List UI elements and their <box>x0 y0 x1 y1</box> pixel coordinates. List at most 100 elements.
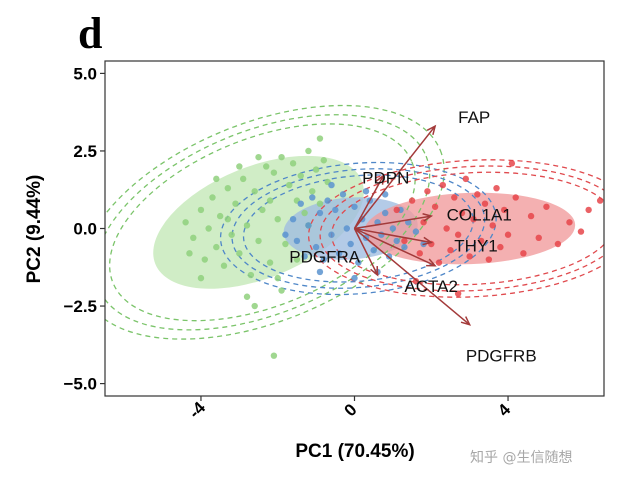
blue-confidence-ellipse-3 <box>219 161 497 296</box>
green-data-point <box>201 256 208 263</box>
y-tick-label: 5.0 <box>73 64 97 83</box>
green-data-point <box>320 157 327 164</box>
red-data-point <box>451 194 458 201</box>
blue-data-point <box>343 225 351 232</box>
blue-data-point <box>351 274 358 282</box>
loading-arrow-pdgfrb <box>354 227 471 326</box>
red-data-point <box>535 234 542 242</box>
green-data-point <box>316 135 324 142</box>
blue-confidence-ellipse-2 <box>231 168 486 289</box>
red-data-point <box>520 250 527 257</box>
blue-data-point <box>389 225 397 232</box>
x-axis-title: PC1 (70.45%) <box>295 441 414 462</box>
loading-arrowhead-pdgfra <box>370 266 379 277</box>
point-layer <box>182 135 604 359</box>
green-data-point <box>255 153 262 161</box>
x-tick-label: 4 <box>494 400 515 421</box>
green-data-point <box>309 188 316 195</box>
green-data-point <box>209 194 216 201</box>
green-data-point <box>213 243 220 251</box>
red-data-point <box>474 191 481 198</box>
loading-arrow-thy1 <box>354 227 432 244</box>
red-data-point <box>408 197 416 204</box>
blue-data-point <box>320 256 327 263</box>
red-data-point <box>470 215 477 223</box>
blue-data-point <box>382 209 389 217</box>
red-data-point <box>393 206 400 214</box>
loading-label-col1a1: COL1A1 <box>447 206 512 225</box>
red-data-point <box>554 240 562 248</box>
red-data-point <box>443 225 450 232</box>
red-data-point <box>596 197 604 204</box>
blue-data-point <box>316 268 324 276</box>
green-data-point <box>224 215 232 223</box>
blue-data-point <box>301 253 308 260</box>
plot-area <box>105 104 604 359</box>
blue-data-point <box>362 188 370 195</box>
red-data-point <box>462 175 470 183</box>
y-tick-label: 2.5 <box>73 142 97 161</box>
red-data-point <box>493 184 500 192</box>
red-data-point <box>447 247 454 254</box>
blue-data-point <box>305 222 312 229</box>
red-data-point <box>435 259 443 266</box>
x-tick-label: -4 <box>185 398 210 423</box>
loading-arrow-layer <box>353 124 472 326</box>
loading-label-pdgfrb: PDGFRB <box>466 347 537 366</box>
y-tick-label: 0.0 <box>73 220 97 239</box>
red-data-point <box>501 206 508 214</box>
green-data-point <box>243 222 251 229</box>
green-data-point <box>312 166 320 173</box>
loading-label-pdgfra: PDGFRA <box>289 247 361 266</box>
red-data-point <box>497 243 504 251</box>
blue-data-point <box>297 200 304 207</box>
green-data-point <box>301 209 308 217</box>
red-data-point <box>566 219 573 226</box>
blue-data-point <box>328 181 335 189</box>
green-data-point <box>305 147 312 155</box>
green-data-point <box>270 169 278 176</box>
red-data-point <box>466 253 473 260</box>
green-data-point <box>251 302 258 310</box>
green-data-point <box>239 175 247 183</box>
loading-label-fap: FAP <box>458 108 490 127</box>
red-data-point <box>585 206 592 214</box>
green-data-point <box>197 206 205 214</box>
red-data-point <box>416 250 423 257</box>
green-data-point <box>251 188 258 195</box>
panel-label: d <box>78 9 102 58</box>
blue-data-point <box>328 231 335 238</box>
green-data-point <box>278 287 285 294</box>
red-group-ellipse <box>364 192 576 265</box>
red-data-point <box>401 237 408 245</box>
blue-data-point <box>324 197 331 204</box>
blue-data-point <box>370 247 377 254</box>
red-data-point <box>577 228 585 235</box>
blue-data-point <box>312 243 320 251</box>
loading-arrowhead-pdpn <box>375 174 385 185</box>
red-data-point <box>527 212 535 220</box>
loading-arrow-pdpn <box>353 175 384 229</box>
blue-data-point <box>293 237 301 245</box>
loading-arrowhead-pdgfrb <box>460 316 472 326</box>
green-data-point <box>263 163 270 170</box>
green-data-point <box>236 163 243 170</box>
green-data-point <box>316 200 324 207</box>
green-data-point <box>213 175 220 183</box>
loading-label-pdpn: PDPN <box>362 168 409 187</box>
green-data-point <box>228 231 235 238</box>
blue-data-point <box>355 259 362 266</box>
loading-label-acta2: ACTA2 <box>404 277 458 296</box>
red-data-point <box>477 237 485 245</box>
x-tick-label: 0 <box>341 400 361 420</box>
green-confidence-ellipse-3 <box>105 104 445 340</box>
green-data-point <box>289 160 297 167</box>
red-confidence-ellipse-3 <box>307 159 604 298</box>
red-data-point <box>424 188 431 195</box>
blue-data-point <box>412 228 420 235</box>
green-data-point <box>274 215 281 223</box>
green-data-point <box>190 234 197 242</box>
y-tick-label: −2.5 <box>63 297 97 316</box>
blue-data-point <box>347 240 354 248</box>
y-tick-label: −5.0 <box>63 375 97 394</box>
